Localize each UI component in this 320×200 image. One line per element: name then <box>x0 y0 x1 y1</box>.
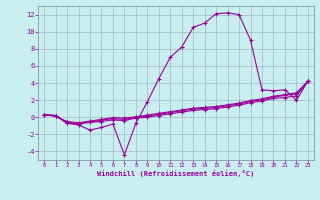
X-axis label: Windchill (Refroidissement éolien,°C): Windchill (Refroidissement éolien,°C) <box>97 170 255 177</box>
